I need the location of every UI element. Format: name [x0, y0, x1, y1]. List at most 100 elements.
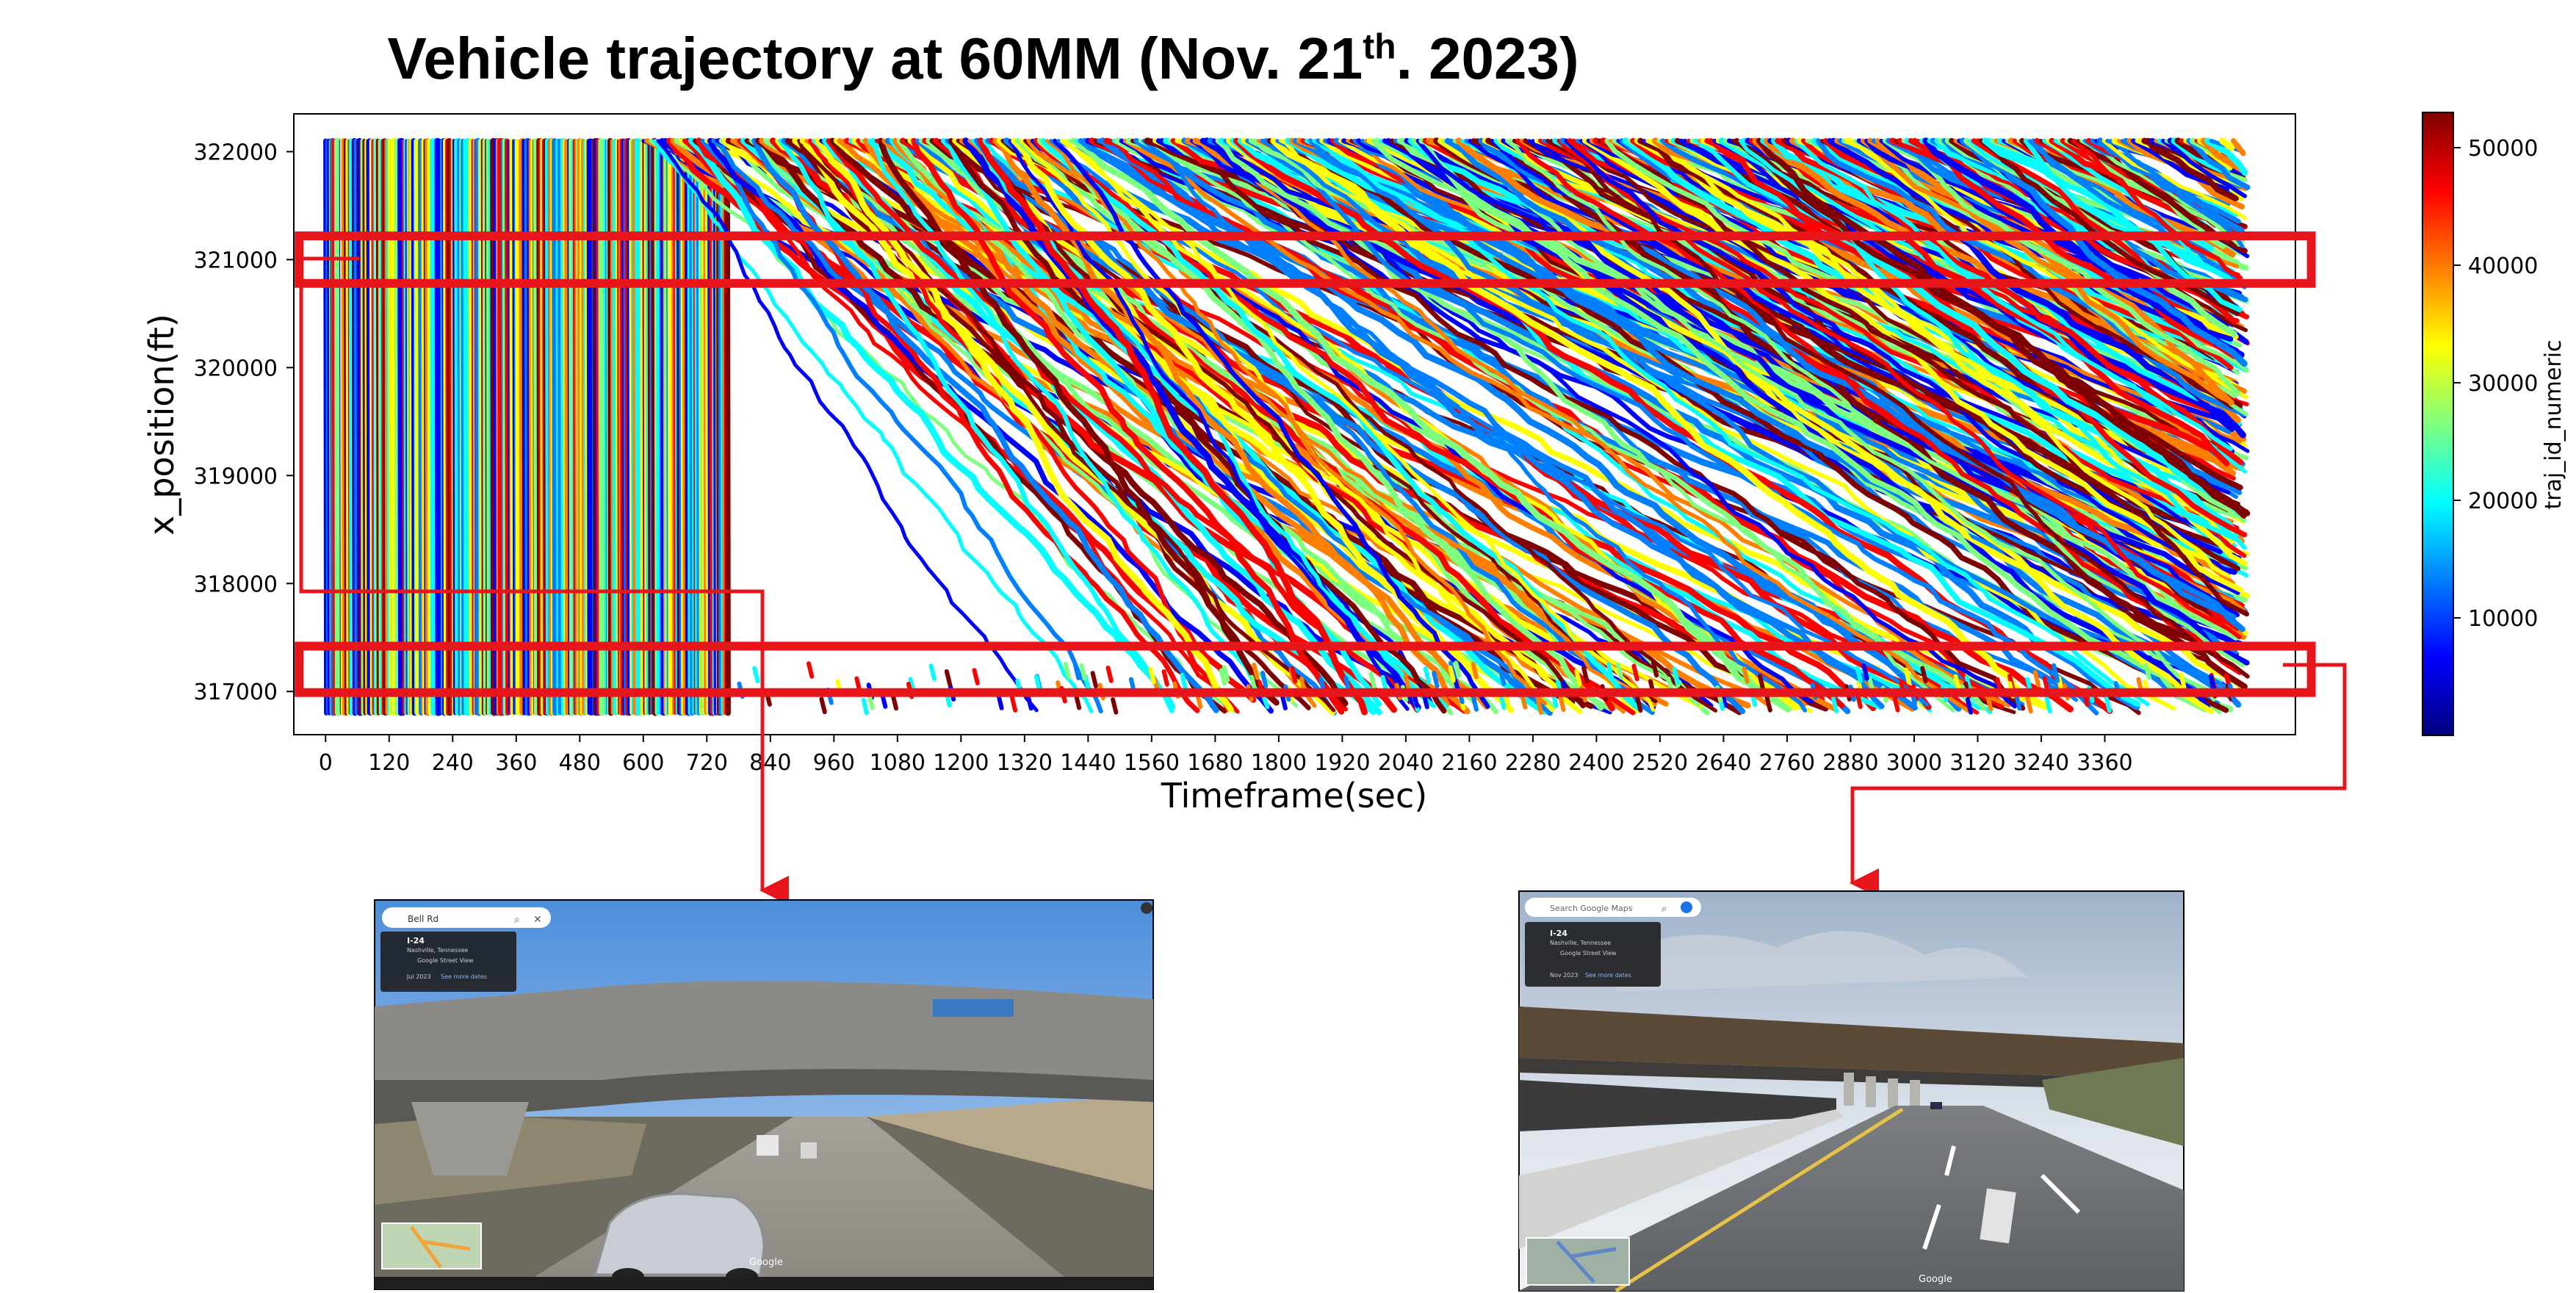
trajectory-mark: [1380, 674, 1388, 693]
x-tick-label: 2880: [1822, 750, 1878, 776]
colorbar: [2422, 112, 2454, 736]
trajectory-mark: [1090, 671, 1098, 688]
trajectory-mark: [1468, 138, 2240, 595]
trajectory-mark: [996, 693, 1004, 710]
trajectory-mark: [2071, 138, 2243, 281]
highlight-box-1: [295, 231, 2316, 288]
x-tick-label: 600: [622, 750, 664, 776]
x-tick-label: 1920: [1314, 750, 1370, 776]
trajectory-mark: [1556, 138, 2242, 640]
connector-left: [299, 256, 789, 905]
highlight-box-2: [295, 641, 2316, 697]
trajectory-mark: [1052, 138, 1490, 709]
trajectory-mark: [1180, 672, 1188, 691]
trajectory-mark: [1404, 137, 2250, 666]
trajectory-mark: [1063, 661, 1071, 680]
trajectory-points: [323, 137, 2251, 716]
x-tick-label: 840: [749, 750, 791, 776]
trajectory-mark: [1581, 666, 1590, 683]
trajectory-mark: [1081, 137, 1918, 711]
trajectory-mark: [2209, 674, 2217, 692]
title-main: Vehicle trajectory at 60MM (Nov. 21: [387, 26, 1363, 91]
trajectory-mark: [1731, 138, 2216, 361]
trajectory-mark: [1920, 666, 1928, 684]
trajectory-mark: [807, 661, 815, 679]
trajectory-mark: [1672, 666, 1680, 685]
trajectory-mark: [1411, 137, 2208, 713]
trajectory-mark: [1830, 696, 1839, 713]
trajectory-mark: [1111, 697, 1119, 715]
x-tick-label: 1800: [1251, 750, 1307, 776]
trajectory-mark: [2014, 693, 2022, 711]
trajectory-mark: [1033, 674, 1042, 693]
trajectory-mark: [1009, 695, 1018, 713]
trajectory-mark: [1245, 138, 2099, 716]
trajectory-mark: [1423, 666, 1431, 684]
trajectory-mark: [1864, 138, 2229, 328]
trajectory-mark: [1448, 665, 1456, 683]
y-axis-label: x_position(ft): [142, 314, 181, 536]
x-tick-label: 2760: [1759, 750, 1815, 776]
trajectory-mark: [1794, 138, 2233, 452]
y-tick-label: 319000: [193, 464, 278, 489]
left-panel-source: Google Street View: [417, 957, 474, 964]
trajectory-mark: [1290, 666, 1298, 684]
left-search-icon: ⌕: [514, 914, 520, 926]
trajectory-mark: [751, 137, 1219, 713]
right-panel-date: Nov 2023: [1550, 972, 1579, 979]
trajectory-mark: [1581, 138, 2244, 593]
trajectory-mark: [992, 137, 1471, 715]
right-panel-source: Google Street View: [1560, 950, 1617, 957]
title-tail: . 2023): [1396, 26, 1579, 91]
connector-right: [1850, 663, 2347, 898]
trajectory-mark: [2204, 137, 2248, 176]
right-panel-link: See more dates: [1585, 972, 1631, 979]
trajectory-mark: [1757, 674, 1766, 691]
trajectory-mark: [1959, 137, 2248, 367]
trajectory-mark: [2231, 138, 2246, 156]
x-tick-label: 1200: [933, 750, 989, 776]
trajectory-mark: [928, 663, 937, 681]
trajectory-mark: [1033, 137, 1845, 709]
trajectory-mark: [1069, 137, 1792, 713]
right-directions-icon: [1681, 901, 1692, 913]
x-tick-label: 1440: [1060, 750, 1116, 776]
left-corner-icon: [1141, 902, 1152, 914]
trajectory-mark: [1985, 694, 1994, 712]
trajectory-mark: [1892, 694, 1900, 713]
trajectory-mark: [1558, 694, 1566, 713]
x-axis-label: Timeframe(sec): [1161, 776, 1427, 815]
trajectory-mark: [1219, 668, 1227, 686]
trajectory-mark: [1515, 138, 2243, 675]
trajectory-mark: [2030, 138, 2248, 289]
trajectory-mark: [2160, 138, 2248, 198]
title-sup: th: [1363, 27, 1396, 67]
trajectory-mark: [1953, 674, 1961, 692]
trajectory-mark: [1105, 666, 1114, 683]
trajectory-mark: [2186, 137, 2251, 190]
colorbar-tick-label: 50000: [2468, 136, 2538, 162]
trajectory-mark: [972, 668, 980, 685]
trajectory-mark: [752, 666, 760, 684]
trajectory-mark: [1693, 138, 2247, 550]
x-tick-label: 120: [368, 750, 410, 776]
trajectory-mark: [1073, 663, 1081, 681]
x-tick-label: 2520: [1632, 750, 1688, 776]
x-tick-label: 720: [686, 750, 728, 776]
trajectory-mark: [1260, 671, 1269, 688]
x-tick-label: 2640: [1695, 750, 1751, 776]
left-panel-title: I-24: [407, 936, 425, 946]
trajectory-mark: [2101, 139, 2247, 220]
x-tick-label: 360: [495, 750, 537, 776]
x-tick-label: 3000: [1886, 750, 1942, 776]
street-view-left: Bell Rd ⌕ ✕ I-24 Nashville, Tennessee Go…: [374, 899, 1154, 1290]
colorbar-tick-label: 40000: [2468, 253, 2538, 279]
trajectory-mark: [1064, 139, 1656, 712]
trajectory-mark: [1432, 671, 1440, 688]
trajectory-mark: [1471, 661, 1479, 680]
trajectory-mark: [1882, 138, 2241, 396]
x-tick-label: 2280: [1505, 750, 1561, 776]
colorbar-label: traj_id_numeric: [2541, 339, 2566, 509]
colorbar-tick-label: 20000: [2468, 489, 2538, 514]
right-panel-subtitle: Nashville, Tennessee: [1550, 940, 1611, 946]
